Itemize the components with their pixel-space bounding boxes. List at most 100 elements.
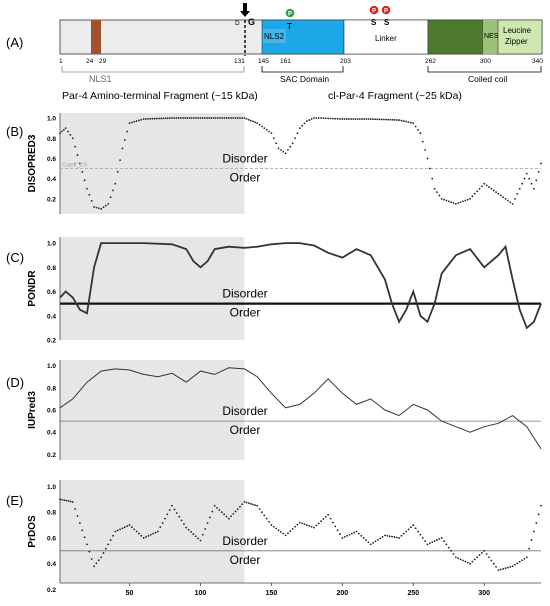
phospho-badge-red-2-text: P	[384, 8, 388, 14]
data-point	[324, 117, 327, 120]
data-point	[450, 201, 453, 204]
data-point	[417, 530, 419, 533]
nls2-highlight	[263, 29, 286, 43]
data-point	[424, 149, 427, 151]
data-point	[447, 200, 450, 203]
data-point	[95, 562, 98, 565]
data-point	[492, 562, 495, 565]
data-point	[76, 154, 79, 156]
cleavage-arrow-icon	[240, 3, 250, 17]
data-point	[518, 560, 521, 563]
data-point	[308, 525, 311, 527]
sac-bracket	[261, 66, 344, 73]
data-point	[480, 185, 483, 188]
y-tick-label: 1.0	[47, 484, 56, 491]
data-point	[341, 118, 344, 120]
data-point	[438, 538, 441, 540]
data-point	[221, 117, 224, 119]
data-point	[268, 520, 270, 523]
data-point	[398, 119, 401, 121]
x-tick-label: 150	[266, 590, 278, 597]
disorder-label: Disorder	[222, 287, 267, 301]
data-point	[247, 502, 250, 505]
leucine-zipper-box	[497, 19, 543, 55]
data-point	[223, 117, 226, 119]
data-point	[301, 124, 304, 127]
zipper-label: Zipper	[505, 37, 528, 46]
data-point	[197, 117, 200, 119]
data-point	[346, 534, 348, 537]
data-point	[168, 509, 171, 511]
data-point	[59, 498, 61, 501]
data-point	[353, 531, 356, 534]
data-point	[216, 506, 218, 509]
data-point	[291, 142, 294, 145]
data-point	[358, 532, 360, 535]
data-point	[241, 503, 244, 506]
data-point	[431, 177, 434, 180]
linker-label: Linker	[375, 34, 397, 43]
data-point	[374, 118, 377, 121]
data-point	[64, 127, 67, 130]
data-point	[499, 568, 502, 571]
data-point	[76, 515, 79, 517]
data-point	[443, 540, 445, 543]
data-point	[252, 503, 254, 506]
data-point	[158, 117, 160, 120]
data-point	[421, 140, 424, 143]
data-point	[265, 517, 268, 520]
amino-fragment-shading	[60, 480, 245, 583]
data-point	[210, 117, 213, 119]
order-label: Order	[230, 553, 261, 567]
data-point	[336, 529, 339, 532]
data-point	[428, 167, 431, 170]
data-point	[291, 528, 294, 530]
data-point	[135, 120, 138, 122]
data-point	[166, 117, 169, 120]
data-point	[254, 504, 256, 507]
data-point	[410, 121, 412, 124]
data-point	[236, 117, 239, 119]
data-point	[393, 119, 396, 121]
data-point	[445, 199, 448, 202]
data-point	[201, 533, 204, 536]
data-point	[443, 198, 445, 201]
data-point	[261, 511, 263, 514]
data-point	[234, 117, 237, 119]
amino-fragment-shading	[60, 360, 245, 460]
coiled-coil-box	[427, 19, 484, 55]
data-point	[152, 532, 155, 535]
data-point	[289, 145, 292, 148]
data-point	[393, 536, 396, 538]
data-point	[320, 520, 322, 523]
data-point	[433, 187, 436, 190]
data-point	[395, 536, 398, 539]
data-point	[206, 522, 209, 525]
data-point	[334, 117, 337, 120]
y-tick-label: 0.4	[47, 561, 56, 568]
data-point	[381, 535, 384, 538]
data-point	[78, 522, 81, 525]
data-point	[384, 534, 386, 537]
data-point	[83, 536, 86, 539]
data-point	[199, 539, 202, 542]
amino-fragment-shading	[60, 113, 245, 214]
data-point	[97, 559, 100, 562]
data-point	[184, 117, 187, 119]
data-point	[473, 192, 476, 195]
y-tick-label: 0.6	[47, 156, 56, 163]
data-point	[212, 117, 215, 119]
data-point	[480, 552, 483, 554]
data-point	[121, 527, 124, 530]
data-point	[533, 187, 535, 190]
y-tick-label: 0.2	[47, 196, 56, 203]
data-point	[350, 532, 353, 535]
data-point	[142, 537, 145, 539]
data-point	[372, 118, 374, 121]
data-point	[78, 162, 81, 165]
data-point	[239, 117, 241, 119]
data-point	[329, 517, 332, 520]
data-point	[412, 122, 415, 124]
data-point	[119, 159, 121, 162]
data-point	[112, 189, 114, 192]
